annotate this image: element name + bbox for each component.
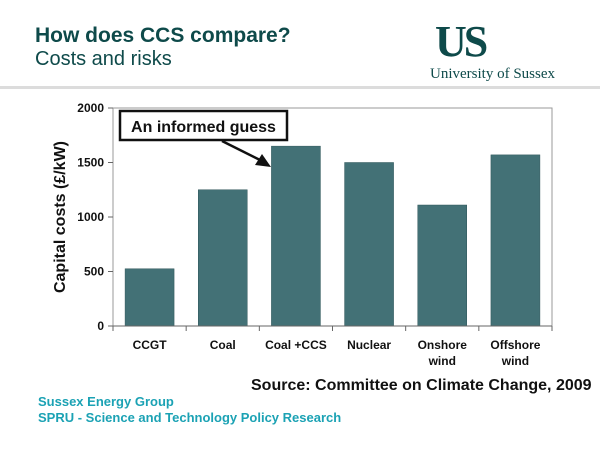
y-tick-label: 2000: [77, 101, 104, 115]
x-tick-label: Nuclear: [347, 338, 391, 352]
x-tick-label: CCGT: [133, 338, 168, 352]
x-tick-label: Onshore: [418, 338, 468, 352]
bar-ccgt: [124, 268, 175, 327]
y-tick-label: 1000: [77, 210, 104, 224]
x-tick-label: wind: [428, 354, 456, 368]
y-tick-label: 1500: [77, 156, 104, 170]
slide-title: How does CCS compare?: [35, 24, 291, 47]
y-tick-label: 500: [84, 265, 104, 279]
x-tick-label: wind: [501, 354, 529, 368]
y-axis-label: Capital costs (£/kW): [52, 141, 69, 293]
bar-coal-ccs: [271, 145, 321, 327]
x-tick-label: Coal +CCS: [265, 338, 327, 352]
y-tick-label: 0: [97, 319, 104, 333]
logo-text: University of Sussex: [430, 66, 555, 82]
university-logo: US University of Sussex: [430, 17, 570, 83]
logo-mark: US: [435, 17, 488, 66]
x-tick-label: Offshore: [490, 338, 540, 352]
bar-onshore-wind: [417, 204, 467, 327]
annotation-text: An informed guess: [131, 119, 276, 136]
source-note: Source: Committee on Climate Change, 200…: [251, 377, 592, 394]
bar-offshore-wind: [490, 154, 541, 327]
x-tick-label: Coal: [210, 338, 236, 352]
arrow-head-icon: [255, 154, 271, 167]
bar-coal: [198, 189, 248, 327]
header-divider: [0, 86, 600, 89]
footer-line-1: Sussex Energy Group: [38, 394, 174, 409]
footer-line-2: SPRU - Science and Technology Policy Res…: [38, 410, 342, 425]
slide-subtitle: Costs and risks: [35, 48, 172, 70]
annotation-box: [118, 109, 289, 142]
bar-nuclear: [344, 162, 394, 327]
annotation-arrow: [221, 139, 263, 163]
